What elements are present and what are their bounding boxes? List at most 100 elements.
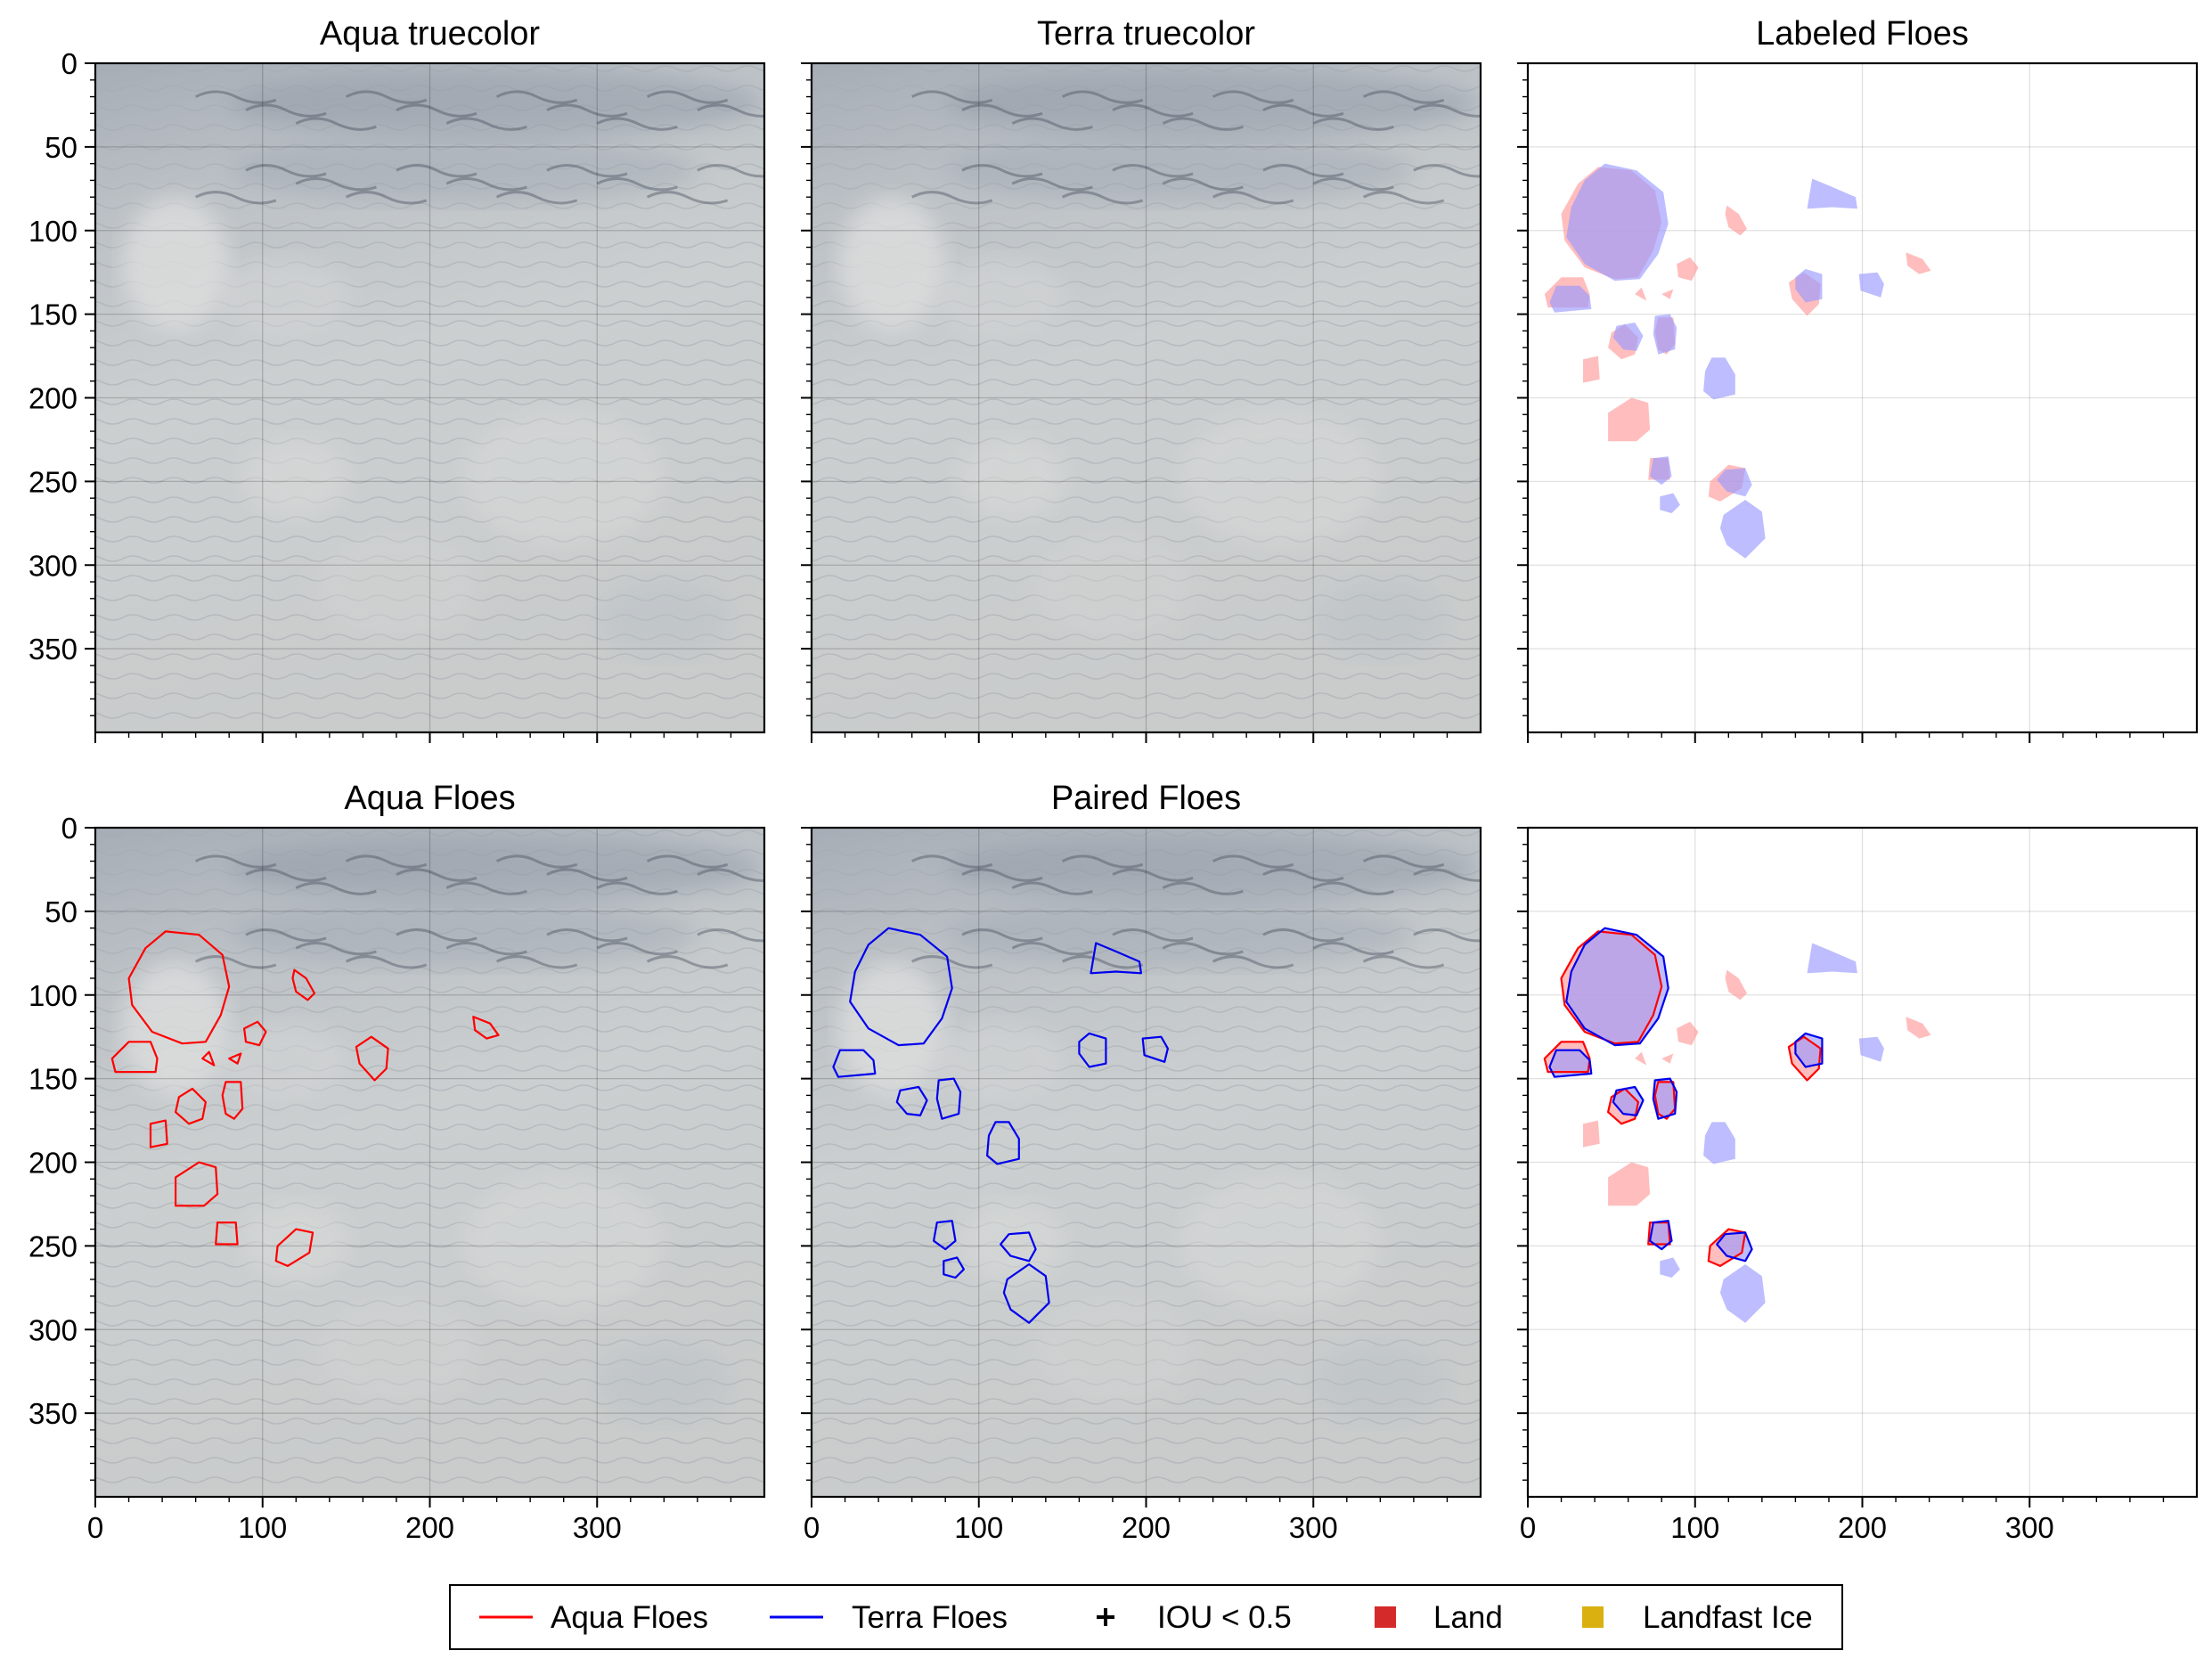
lead-crack (1112, 868, 1194, 882)
terra-floe-fill (1703, 357, 1735, 400)
cloud-texture (597, 578, 731, 659)
x-tick-label: 300 (1289, 1511, 1338, 1544)
lead-crack (1011, 942, 1093, 956)
lead-crack (1262, 928, 1344, 943)
lead-crack (1212, 90, 1294, 104)
terra-floe-fill (1858, 1036, 1884, 1062)
y-tick-label: 200 (29, 382, 78, 415)
aqua-floe-fill (1725, 205, 1747, 236)
satellite-image (95, 828, 764, 1497)
land-square-swatch (1375, 1606, 1396, 1628)
aqua-floe-fill (1906, 252, 1931, 274)
panel-paired-floes: Paired Floes 0 100 200 300 (801, 780, 1482, 1544)
cloud-texture (1032, 531, 1194, 639)
panel-title: Labeled Floes (1756, 15, 1969, 53)
lead-crack (1112, 103, 1194, 118)
lead-crack (1312, 117, 1394, 131)
legend-label: Land (1433, 1600, 1503, 1635)
aqua-floe-outline (149, 1119, 168, 1148)
lead-crack (1362, 854, 1445, 869)
lead-crack (445, 881, 527, 895)
aqua-floe-outline (291, 968, 316, 1001)
aqua-floe-outline (127, 930, 231, 1045)
lead-crack (495, 191, 578, 205)
aqua-floe-outline (201, 1050, 216, 1066)
lead-crack (1112, 164, 1194, 178)
lead-crack (1011, 881, 1093, 895)
legend-label: Landfast Ice (1643, 1600, 1813, 1635)
lead-crack (646, 955, 729, 969)
terra-floe-fill (1795, 1033, 1823, 1067)
grid (95, 63, 764, 732)
satellite-image (812, 63, 1481, 732)
plus-marker-icon (1097, 1608, 1114, 1626)
x-tick-label: 100 (1670, 1511, 1719, 1544)
panel-aqua-floes: Aqua Floes 0 100 200 300 0 50 100 150 200 250 300 3… (29, 780, 766, 1544)
lead-crack (1112, 928, 1194, 943)
aqua-floe-outline (472, 1016, 500, 1040)
cloud-texture (229, 901, 698, 968)
lead-crack (1413, 103, 1481, 118)
panel-labeled-floes: Labeled Floes (1517, 15, 2199, 743)
lead-crack (1162, 117, 1244, 131)
lead-crack (697, 868, 764, 882)
cloud-texture (597, 1343, 731, 1424)
y-tick-label: 250 (29, 1230, 78, 1263)
y-tick-label: 100 (29, 215, 78, 248)
lead-crack (697, 928, 764, 943)
lead-crack (495, 955, 578, 969)
cloud-texture (463, 1175, 665, 1310)
axis-ticks (1517, 62, 2165, 743)
lead-crack (596, 942, 678, 956)
legend-label: Terra Floes (852, 1600, 1008, 1635)
lead-crack (245, 164, 327, 178)
terra-floe-fill (1795, 268, 1823, 303)
lead-crack (295, 117, 377, 131)
lead-crack (295, 177, 377, 192)
y-tick-label: 150 (29, 1063, 78, 1096)
cloud-texture (216, 257, 350, 338)
lead-crack (396, 164, 477, 178)
y-tick-label: 300 (29, 549, 78, 582)
lead-crack (1312, 942, 1394, 956)
x-tick-label: 100 (954, 1511, 1003, 1544)
lead-crack (1312, 881, 1394, 895)
lead-crack (697, 103, 764, 118)
terra-floe-fill (1650, 456, 1672, 486)
aqua-floe-outline (110, 1041, 159, 1074)
lead-crack (546, 164, 628, 178)
panel-title: Aqua Floes (344, 780, 515, 817)
aqua-floe-fill (1677, 1021, 1699, 1046)
legend-item-landfast-ice: Landfast Ice (1582, 1600, 1813, 1635)
terra-floe-fill (1719, 1264, 1766, 1323)
cloud-texture (838, 961, 946, 1096)
lead-crack (1162, 177, 1244, 192)
floe-layer (1544, 163, 1931, 559)
lead-crack (910, 854, 993, 869)
terra-floe-fill (1719, 500, 1766, 559)
aqua-floe-fill (1661, 289, 1674, 299)
lead-crack (546, 103, 628, 118)
cloud-texture (1179, 411, 1381, 545)
lead-crack (1262, 103, 1344, 118)
aqua-floe-outline (215, 1221, 239, 1246)
lead-crack (245, 928, 327, 943)
aqua-floe-outline (175, 1087, 207, 1125)
axis-ticks (801, 62, 1449, 743)
y-tick-label: 0 (61, 812, 78, 845)
panel-title: Paired Floes (1051, 780, 1241, 817)
cloud-texture (932, 257, 1066, 338)
terra-floe-outline (932, 1220, 957, 1251)
lead-crack (345, 90, 428, 104)
lead-crack (1212, 854, 1294, 869)
cloud-texture (945, 834, 1481, 902)
axis-ticks: 0 100 200 300 0 50 100 150 200 250 300 350 (29, 812, 732, 1544)
lead-crack (1262, 868, 1344, 882)
panel-terra-truecolor: Terra truecolor (801, 15, 1482, 743)
lead-crack (646, 90, 729, 104)
cloud-texture (838, 197, 946, 331)
y-tick-label: 150 (29, 298, 78, 331)
aqua-floe-outline (274, 1228, 314, 1268)
y-tick-label: 350 (29, 1397, 78, 1430)
